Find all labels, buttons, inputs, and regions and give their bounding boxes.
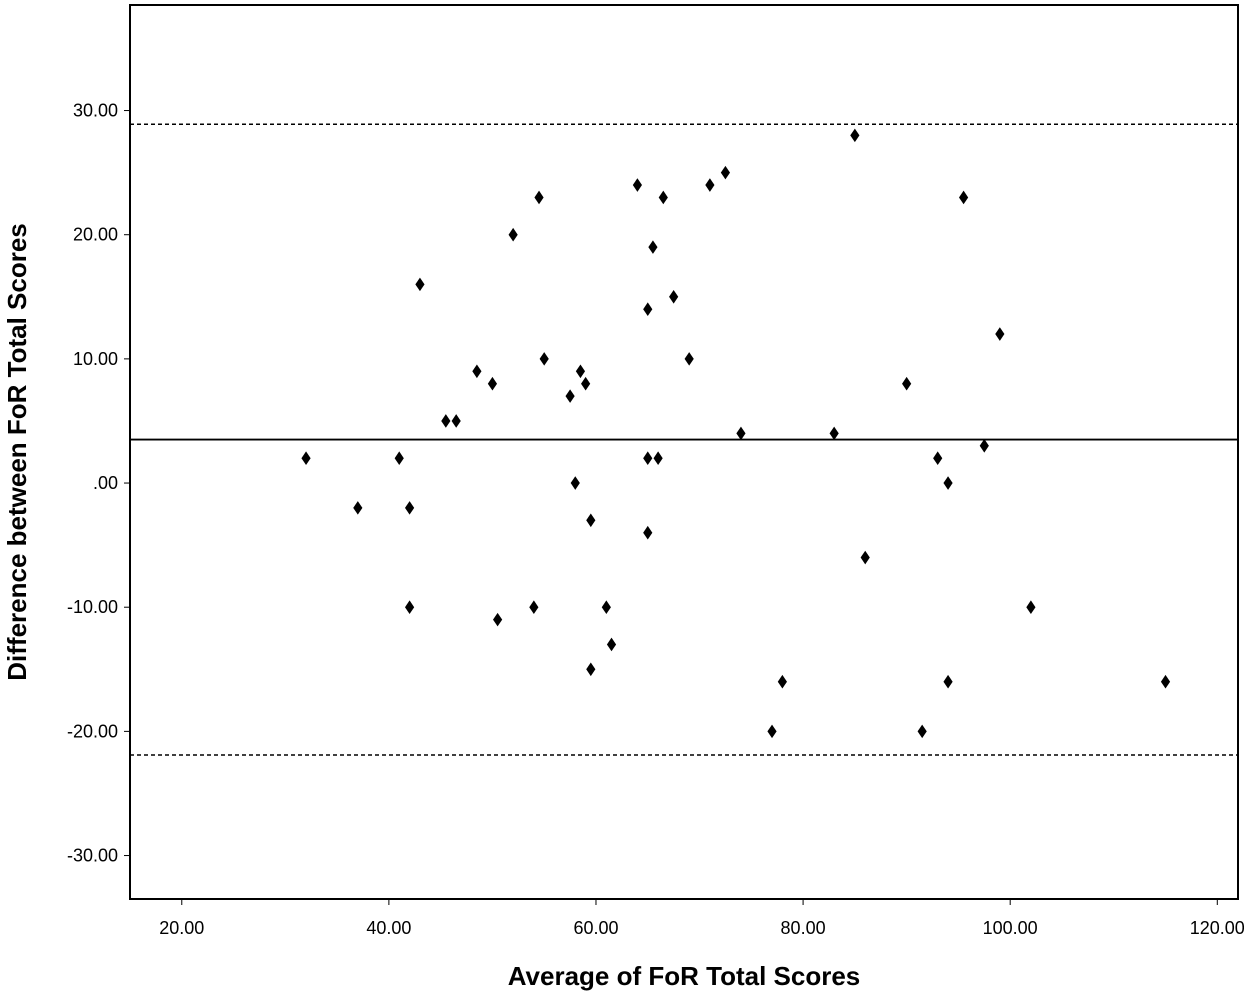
data-point [643, 525, 653, 540]
data-point [777, 674, 787, 689]
data-point [684, 352, 694, 366]
data-point [301, 451, 311, 466]
data-point [451, 414, 461, 428]
data-point [575, 364, 586, 379]
y-tick-label: 10.00 [73, 349, 118, 369]
data-point [415, 277, 425, 292]
y-tick-label: 30.00 [73, 101, 118, 121]
data-point [404, 501, 415, 515]
data-point [643, 451, 653, 466]
y-tick-label: -30.00 [67, 846, 118, 866]
data-point [632, 178, 643, 192]
data-point [705, 178, 715, 192]
data-point [353, 501, 363, 515]
data-point [917, 724, 927, 739]
data-point [586, 662, 596, 677]
y-axis: 30.00 20.00 10.00 .00 -10.00 -20.00 -30.00 [67, 101, 130, 866]
x-tick-label: 100.00 [983, 918, 1038, 938]
data-point [767, 724, 777, 739]
y-tick-label: .00 [93, 473, 118, 493]
y-tick-label: -20.00 [67, 721, 118, 741]
data-point [441, 414, 451, 428]
data-point [943, 476, 953, 490]
data-point [933, 451, 943, 466]
data-point [565, 389, 575, 403]
data-point [534, 190, 544, 205]
data-point [581, 376, 591, 391]
data-point [736, 426, 746, 441]
data-point [850, 128, 860, 143]
x-axis-title: Average of FoR Total Scores [508, 961, 861, 991]
data-point [487, 376, 498, 391]
data-point [601, 600, 611, 615]
x-tick-label: 80.00 [781, 918, 826, 938]
x-tick-label: 60.00 [573, 918, 618, 938]
data-point [472, 364, 482, 379]
data-point [902, 376, 912, 391]
data-point [1026, 600, 1036, 615]
y-tick-label: -10.00 [67, 597, 118, 617]
data-point [586, 513, 596, 528]
x-axis: 20.00 40.00 60.00 80.00 100.00 120.00 [159, 899, 1244, 938]
data-point [943, 674, 953, 689]
data-point [539, 352, 549, 366]
data-point [394, 451, 404, 466]
data-point [508, 227, 518, 242]
x-tick-label: 40.00 [366, 918, 411, 938]
data-point [648, 240, 658, 254]
data-point [658, 190, 668, 205]
data-point [995, 327, 1005, 341]
data-point [493, 612, 503, 627]
data-point [669, 289, 679, 304]
y-tick-label: 20.00 [73, 225, 118, 245]
data-point [860, 550, 870, 565]
data-point [653, 451, 663, 466]
data-point [404, 600, 415, 615]
data-point [720, 165, 731, 180]
data-point [606, 637, 617, 652]
plot-frame [129, 4, 1239, 900]
data-point [529, 600, 539, 615]
data-point [829, 426, 839, 441]
data-point [570, 476, 580, 490]
data-points [301, 128, 1171, 739]
x-tick-label: 120.00 [1190, 918, 1244, 938]
data-point [979, 438, 989, 453]
data-point [643, 302, 653, 317]
reference-lines [130, 123, 1238, 756]
data-point [1160, 674, 1171, 689]
data-point [958, 190, 969, 205]
x-tick-label: 20.00 [159, 918, 204, 938]
y-axis-title: Difference between FoR Total Scores [2, 223, 32, 681]
